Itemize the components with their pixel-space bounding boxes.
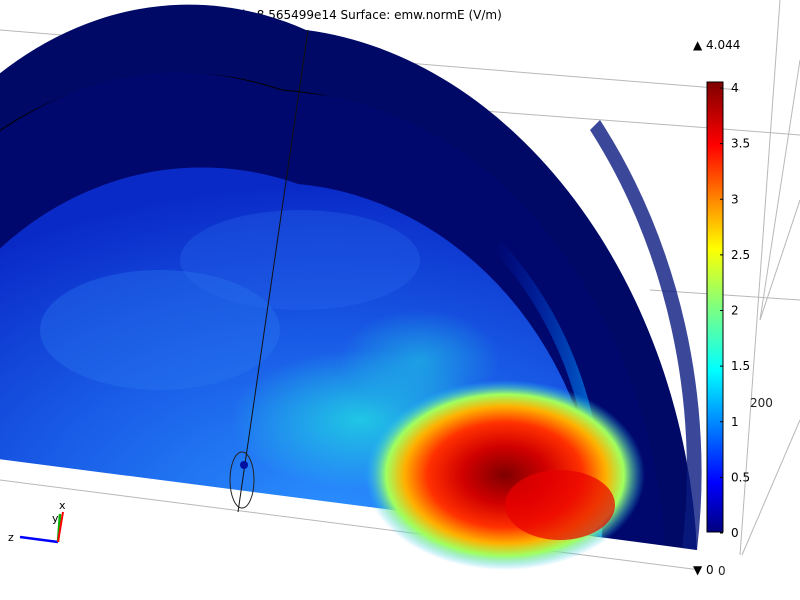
colorbar-tick-label: 2 [731,304,739,318]
min-value-label: ▼ 0 [693,563,714,577]
outer-domain-shading [590,120,702,550]
colorbar-tick-label: 3.5 [731,137,750,151]
colorbar [706,81,724,533]
colorbar-tick-label: 1 [731,415,739,429]
triad-y-label: y [52,512,59,525]
triad-z-axis [19,535,59,544]
colorbar-ticks: 4 3.5 3 2.5 2 1.5 1 0.5 0 [720,81,750,540]
colorbar-tick-label: 4 [731,81,739,95]
colorbar-tick-label: 0 [731,526,739,540]
colorbar-tick-label: 1.5 [731,359,750,373]
colorbar-tick-label: 2.5 [731,248,750,262]
colorbar-tick-label: 0.5 [731,470,750,484]
triad-x-label: x [59,499,66,512]
symmetry-line [237,29,309,513]
axis-tick-0: 0 [718,564,726,578]
source-feature [229,451,255,509]
axis-tick-200: 200 [750,396,773,410]
triad-x-axis [57,511,64,543]
field-hotspot [365,380,645,570]
colorbar-tick-label: 3 [731,192,739,206]
axis-triad: x y z [8,499,66,544]
max-value-label: ▲ 4.044 [693,38,741,52]
triad-z-label: z [8,531,14,544]
